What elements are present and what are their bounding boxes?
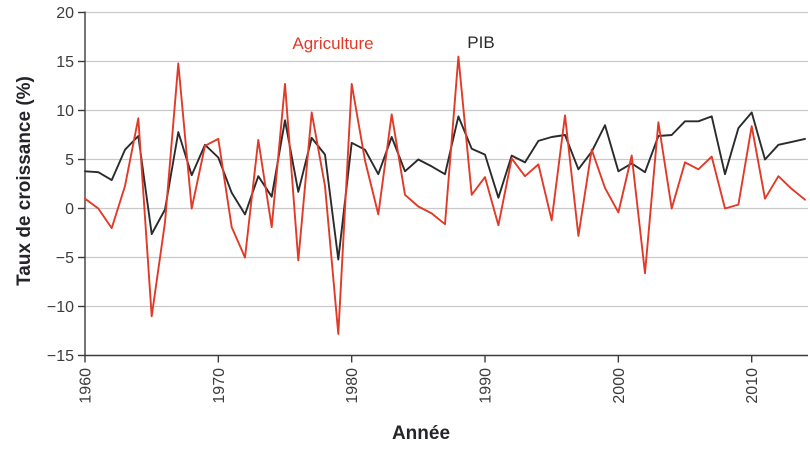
y-axis-title: Taux de croissance (%) — [14, 76, 35, 286]
svg-text:20: 20 — [56, 5, 74, 22]
pib-line — [84, 111, 806, 261]
svg-text:10: 10 — [56, 103, 74, 120]
svg-text:5: 5 — [65, 152, 74, 169]
svg-text:0: 0 — [65, 201, 74, 218]
svg-text:1980: 1980 — [344, 368, 361, 404]
legend-pib-label: PIB — [467, 33, 495, 52]
x-axis-title: Année — [391, 423, 451, 444]
svg-text:2010: 2010 — [744, 368, 761, 404]
svg-text:−10: −10 — [47, 299, 74, 316]
svg-text:15: 15 — [56, 54, 74, 71]
svg-text:1960: 1960 — [78, 368, 95, 404]
svg-text:−15: −15 — [47, 348, 74, 365]
gridlines — [85, 11, 808, 308]
x-tick-labels: 1960 1970 1980 1990 2000 2010 — [78, 355, 761, 404]
y-tick-labels: 20 15 10 5 0 −5 −10 −15 — [47, 5, 85, 365]
agriculture-line — [84, 55, 806, 335]
svg-text:1970: 1970 — [211, 368, 228, 404]
svg-text:2000: 2000 — [611, 368, 628, 404]
axes — [84, 11, 808, 357]
legend-agriculture-label: Agriculture — [292, 34, 374, 53]
svg-text:1990: 1990 — [478, 368, 495, 404]
svg-text:−5: −5 — [56, 250, 74, 267]
